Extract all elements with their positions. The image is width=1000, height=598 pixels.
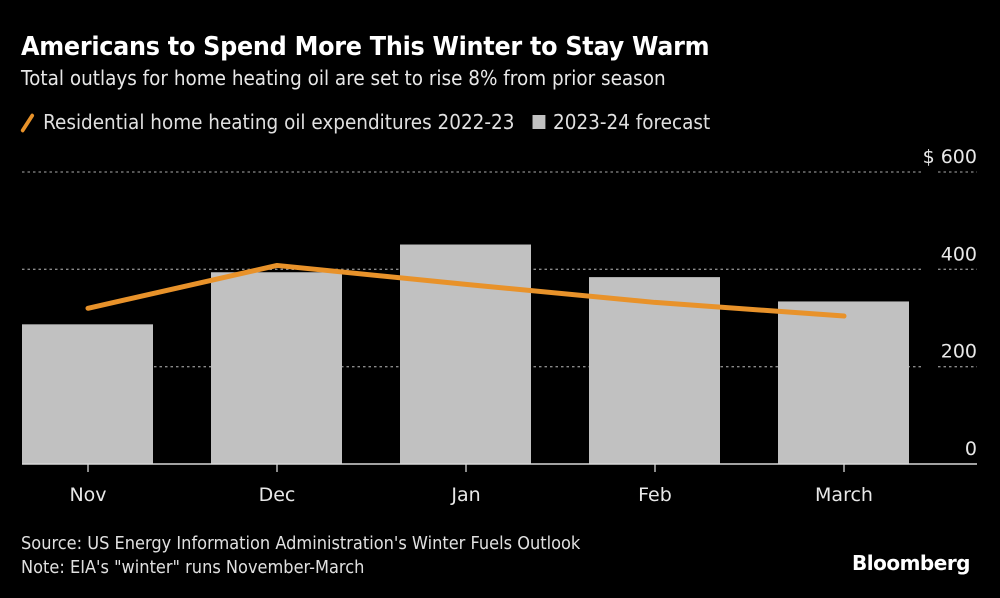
x-tick-label: Jan xyxy=(450,484,480,506)
chart-title: Americans to Spend More This Winter to S… xyxy=(21,32,710,62)
bar-march xyxy=(778,301,909,464)
grid-layer xyxy=(22,171,977,368)
bar-nov xyxy=(22,324,153,464)
bar-feb xyxy=(589,277,720,464)
x-tick-label: Dec xyxy=(259,484,296,506)
bloomberg-logo: Bloomberg xyxy=(852,551,970,575)
legend-line-swatch-icon xyxy=(21,112,34,132)
legend-line-label: Residential home heating oil expenditure… xyxy=(43,110,515,134)
legend: Residential home heating oil expenditure… xyxy=(21,110,710,134)
chart-subtitle: Total outlays for home heating oil are s… xyxy=(21,66,666,90)
y-tick-label: 200 xyxy=(941,341,977,363)
y-tick-label: $ 600 xyxy=(923,146,977,168)
x-tick-label: March xyxy=(815,484,873,506)
line-layer xyxy=(85,262,847,319)
y-tick-label: 400 xyxy=(941,243,977,265)
bar-layer xyxy=(22,244,909,464)
legend-bar-label: 2023-24 forecast xyxy=(553,110,711,134)
bar-dec xyxy=(211,272,342,464)
axis-layer: 0 200 400 $ 600 Nov Dec Jan Feb March xyxy=(22,146,977,506)
source-note: Source: US Energy Information Administra… xyxy=(21,533,581,554)
x-tick-label: Feb xyxy=(638,484,672,506)
chart-plot: 0 200 400 $ 600 Nov Dec Jan Feb March xyxy=(22,146,977,506)
x-tick-label: Nov xyxy=(69,484,106,506)
y-tick-label: 0 xyxy=(965,438,977,460)
legend-bar-swatch-icon xyxy=(532,115,546,129)
footer: Source: US Energy Information Administra… xyxy=(21,532,580,580)
footnote: Note: EIA's "winter" runs November-March xyxy=(21,557,365,578)
